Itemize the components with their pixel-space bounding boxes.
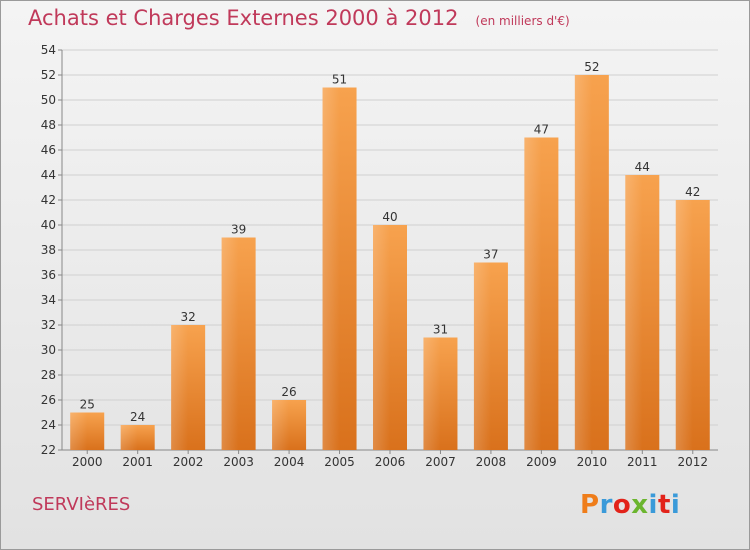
- y-tick-label: 44: [41, 168, 56, 182]
- bar-highlight: [221, 237, 239, 450]
- data-label: 32: [181, 310, 196, 324]
- y-tick-label: 26: [41, 393, 56, 407]
- brand-letter: P: [580, 490, 600, 520]
- y-tick-label: 40: [41, 218, 56, 232]
- data-label: 40: [382, 210, 397, 224]
- y-tick-label: 24: [41, 418, 56, 432]
- x-tick-label: 2002: [173, 455, 204, 469]
- x-tick-label: 2007: [425, 455, 456, 469]
- y-tick-label: 28: [41, 368, 56, 382]
- y-tick-label: 42: [41, 193, 56, 207]
- bar-highlight: [423, 337, 441, 450]
- y-tick-label: 38: [41, 243, 56, 257]
- brand-letter: r: [599, 490, 613, 520]
- x-tick-label: 2012: [677, 455, 708, 469]
- x-tick-label: 2009: [526, 455, 557, 469]
- data-label: 24: [130, 410, 145, 424]
- y-tick-label: 50: [41, 93, 56, 107]
- brand-letter: i: [648, 490, 658, 520]
- data-label: 26: [281, 385, 296, 399]
- bar-highlight: [473, 262, 491, 450]
- y-tick-label: 54: [41, 43, 56, 57]
- x-tick-label: 2011: [627, 455, 658, 469]
- x-tick-label: 2006: [375, 455, 406, 469]
- data-label: 37: [483, 248, 498, 262]
- y-tick-label: 34: [41, 293, 56, 307]
- bar-highlight: [524, 137, 542, 450]
- place-name: SERVIèRES: [32, 494, 131, 515]
- bar-highlight: [70, 412, 88, 450]
- y-tick-label: 22: [41, 443, 56, 457]
- bar-highlight: [322, 87, 340, 450]
- data-label: 52: [584, 60, 599, 74]
- y-tick-label: 52: [41, 68, 56, 82]
- x-tick-label: 2010: [577, 455, 608, 469]
- data-label: 44: [635, 160, 650, 174]
- x-tick-label: 2004: [274, 455, 305, 469]
- x-tick-label: 2005: [324, 455, 355, 469]
- bar-highlight: [574, 75, 592, 450]
- y-tick-label: 36: [41, 268, 56, 282]
- bar-highlight: [272, 400, 290, 450]
- data-label: 39: [231, 223, 246, 237]
- x-tick-label: 2008: [476, 455, 507, 469]
- brand-letter: x: [631, 490, 649, 520]
- x-tick-label: 2000: [72, 455, 103, 469]
- chart-title: Achats et Charges Externes 2000 à 2012: [28, 6, 459, 30]
- bar-highlight: [171, 325, 189, 450]
- brand-letter: i: [670, 490, 681, 520]
- y-tick-label: 30: [41, 343, 56, 357]
- data-label: 47: [534, 123, 549, 137]
- chart-subtitle: (en milliers d'€): [475, 14, 570, 28]
- x-tick-label: 2003: [223, 455, 254, 469]
- bar-highlight: [675, 200, 693, 450]
- data-label: 25: [80, 398, 95, 412]
- brand-letter: t: [657, 490, 671, 520]
- brand-letter: o: [612, 490, 632, 520]
- y-tick-label: 48: [41, 118, 56, 132]
- y-tick-label: 46: [41, 143, 56, 157]
- x-tick-label: 2001: [122, 455, 153, 469]
- data-label: 42: [685, 185, 700, 199]
- y-tick-label: 32: [41, 318, 56, 332]
- data-label: 31: [433, 323, 448, 337]
- bar-highlight: [373, 225, 390, 450]
- bar-highlight: [625, 175, 643, 450]
- bar-highlight: [120, 425, 138, 450]
- data-label: 51: [332, 73, 347, 87]
- title-area: Achats et Charges Externes 2000 à 2012 (…: [28, 6, 570, 30]
- brand-logo: Proxiti: [580, 490, 680, 520]
